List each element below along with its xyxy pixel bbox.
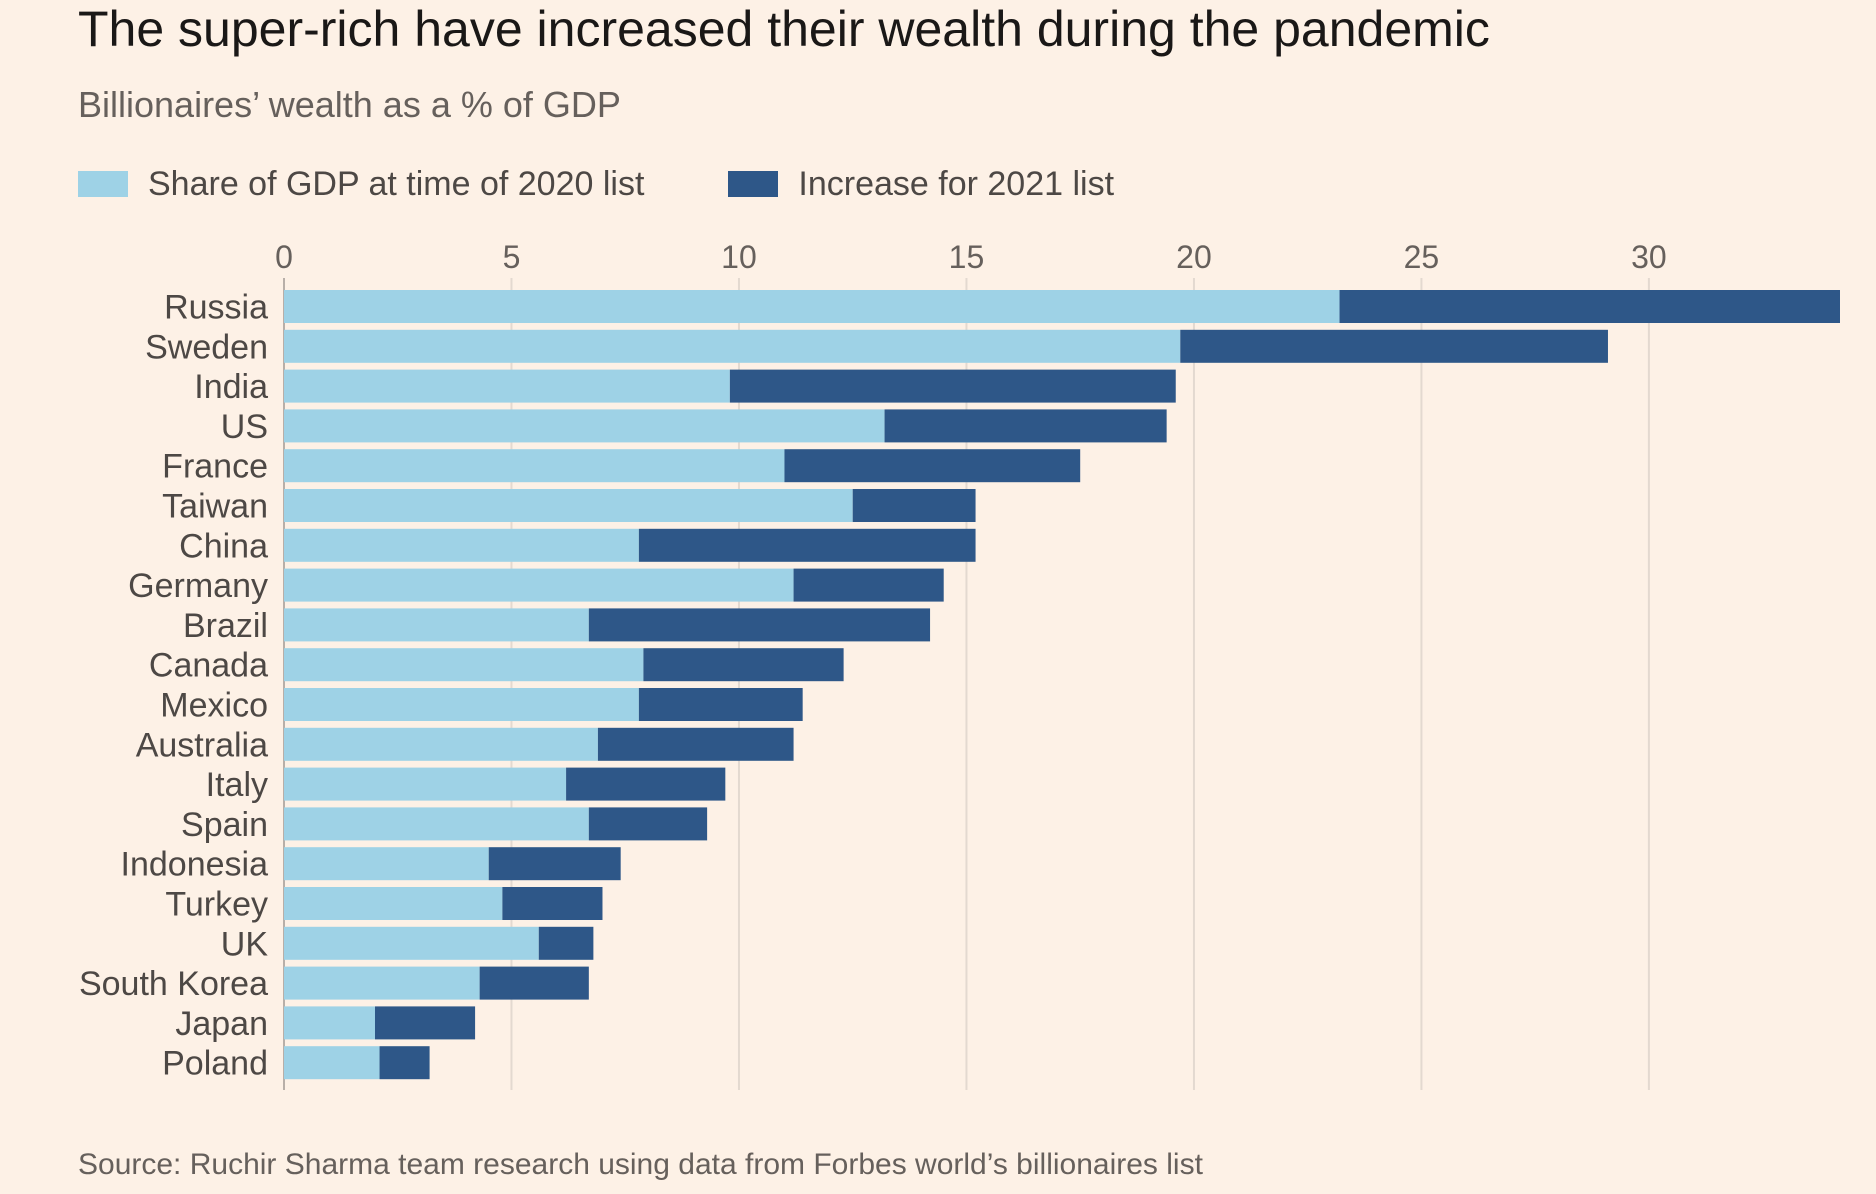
- bar-brazil-2020-share: [284, 608, 589, 642]
- category-label-poland: Poland: [162, 1045, 268, 1083]
- x-tick-label-5: 5: [503, 239, 521, 275]
- category-label-canada: Canada: [149, 647, 268, 685]
- bar-china-2020-share: [284, 528, 639, 562]
- bar-russia-2021-increase: [1339, 290, 1840, 323]
- category-label-indonesia: Indonesia: [121, 846, 269, 884]
- bar-germany-2020-share: [284, 568, 794, 602]
- bar-taiwan-2020-share: [284, 489, 853, 522]
- bar-india-2021-increase: [729, 369, 1176, 403]
- bar-japan-2020-share: [284, 1006, 375, 1040]
- category-label-turkey: Turkey: [165, 886, 268, 924]
- category-label-india: India: [194, 368, 268, 406]
- bar-taiwan-2021-increase: [852, 489, 976, 522]
- bar-sweden-2020-share: [284, 329, 1181, 363]
- bar-spain-2020-share: [284, 807, 589, 841]
- category-label-south-korea: South Korea: [79, 965, 268, 1003]
- bar-us-2020-share: [284, 409, 885, 443]
- bar-brazil-2021-increase: [588, 608, 931, 642]
- bar-indonesia-2020-share: [284, 847, 489, 881]
- bar-italy-2020-share: [284, 767, 567, 801]
- bar-indonesia-2021-increase: [488, 847, 621, 881]
- category-label-mexico: Mexico: [160, 687, 268, 725]
- bar-mexico-2020-share: [284, 688, 639, 721]
- bar-india-2020-share: [284, 369, 730, 403]
- bar-us-2021-increase: [884, 409, 1167, 443]
- bar-poland-2021-increase: [379, 1046, 430, 1080]
- bar-turkey-2021-increase: [502, 887, 603, 920]
- bar-canada-2021-increase: [643, 648, 844, 682]
- bar-italy-2021-increase: [566, 767, 726, 801]
- category-label-france: France: [162, 448, 268, 486]
- chart-subtitle: Billionaires’ wealth as a % of GDP: [78, 84, 621, 125]
- bar-russia-2020-share: [284, 290, 1340, 323]
- bars: [284, 290, 1840, 1080]
- category-label-russia: Russia: [164, 289, 268, 327]
- x-tick-label-25: 25: [1404, 239, 1440, 275]
- legend-item-2021: Increase for 2021 list: [728, 165, 1114, 204]
- bar-south-korea-2021-increase: [479, 966, 589, 1000]
- bar-china-2021-increase: [638, 528, 976, 562]
- legend-item-2020: Share of GDP at time of 2020 list: [78, 165, 644, 204]
- category-label-australia: Australia: [136, 726, 268, 764]
- bar-uk-2020-share: [284, 926, 539, 960]
- legend-swatch-2020: [78, 171, 128, 197]
- bar-australia-2020-share: [284, 727, 598, 761]
- legend: Share of GDP at time of 2020 list Increa…: [78, 162, 1198, 206]
- bar-south-korea-2020-share: [284, 966, 480, 1000]
- x-tick-label-10: 10: [721, 239, 757, 275]
- bar-germany-2021-increase: [793, 568, 944, 602]
- category-label-japan: Japan: [175, 1005, 268, 1043]
- bar-uk-2021-increase: [538, 926, 594, 960]
- bar-canada-2020-share: [284, 648, 644, 682]
- source-note: Source: Ruchir Sharma team research usin…: [78, 1148, 1203, 1181]
- category-label-sweden: Sweden: [145, 328, 268, 366]
- bar-japan-2021-increase: [374, 1006, 476, 1040]
- category-label-brazil: Brazil: [183, 607, 268, 645]
- category-label-italy: Italy: [206, 766, 268, 804]
- category-label-spain: Spain: [181, 806, 268, 844]
- legend-swatch-2021: [728, 171, 779, 197]
- bar-poland-2020-share: [284, 1046, 380, 1080]
- x-tick-label-20: 20: [1176, 239, 1212, 275]
- bar-mexico-2021-increase: [638, 688, 803, 721]
- x-tick-label-30: 30: [1631, 239, 1667, 275]
- category-labels: RussiaSwedenIndiaUSFranceTaiwanChinaGerm…: [79, 289, 268, 1083]
- bar-australia-2021-increase: [597, 727, 794, 761]
- chart-title: The super-rich have increased their weal…: [78, 1, 1490, 57]
- category-label-germany: Germany: [128, 567, 268, 605]
- legend-label-2021: Increase for 2021 list: [798, 164, 1115, 203]
- category-label-uk: UK: [221, 925, 269, 963]
- bar-sweden-2021-increase: [1180, 329, 1608, 363]
- x-tick-label-0: 0: [275, 239, 293, 275]
- bar-france-2020-share: [284, 449, 785, 483]
- bar-turkey-2020-share: [284, 887, 503, 920]
- bar-spain-2021-increase: [588, 807, 708, 841]
- x-axis-ticks: 0 5 10 15 20 25 30: [275, 239, 1667, 275]
- category-label-china: China: [179, 527, 268, 565]
- category-label-taiwan: Taiwan: [162, 488, 268, 526]
- legend-label-2020: Share of GDP at time of 2020 list: [148, 164, 645, 203]
- category-label-us: US: [221, 408, 268, 446]
- x-tick-label-15: 15: [949, 239, 985, 275]
- bar-france-2021-increase: [784, 449, 1081, 483]
